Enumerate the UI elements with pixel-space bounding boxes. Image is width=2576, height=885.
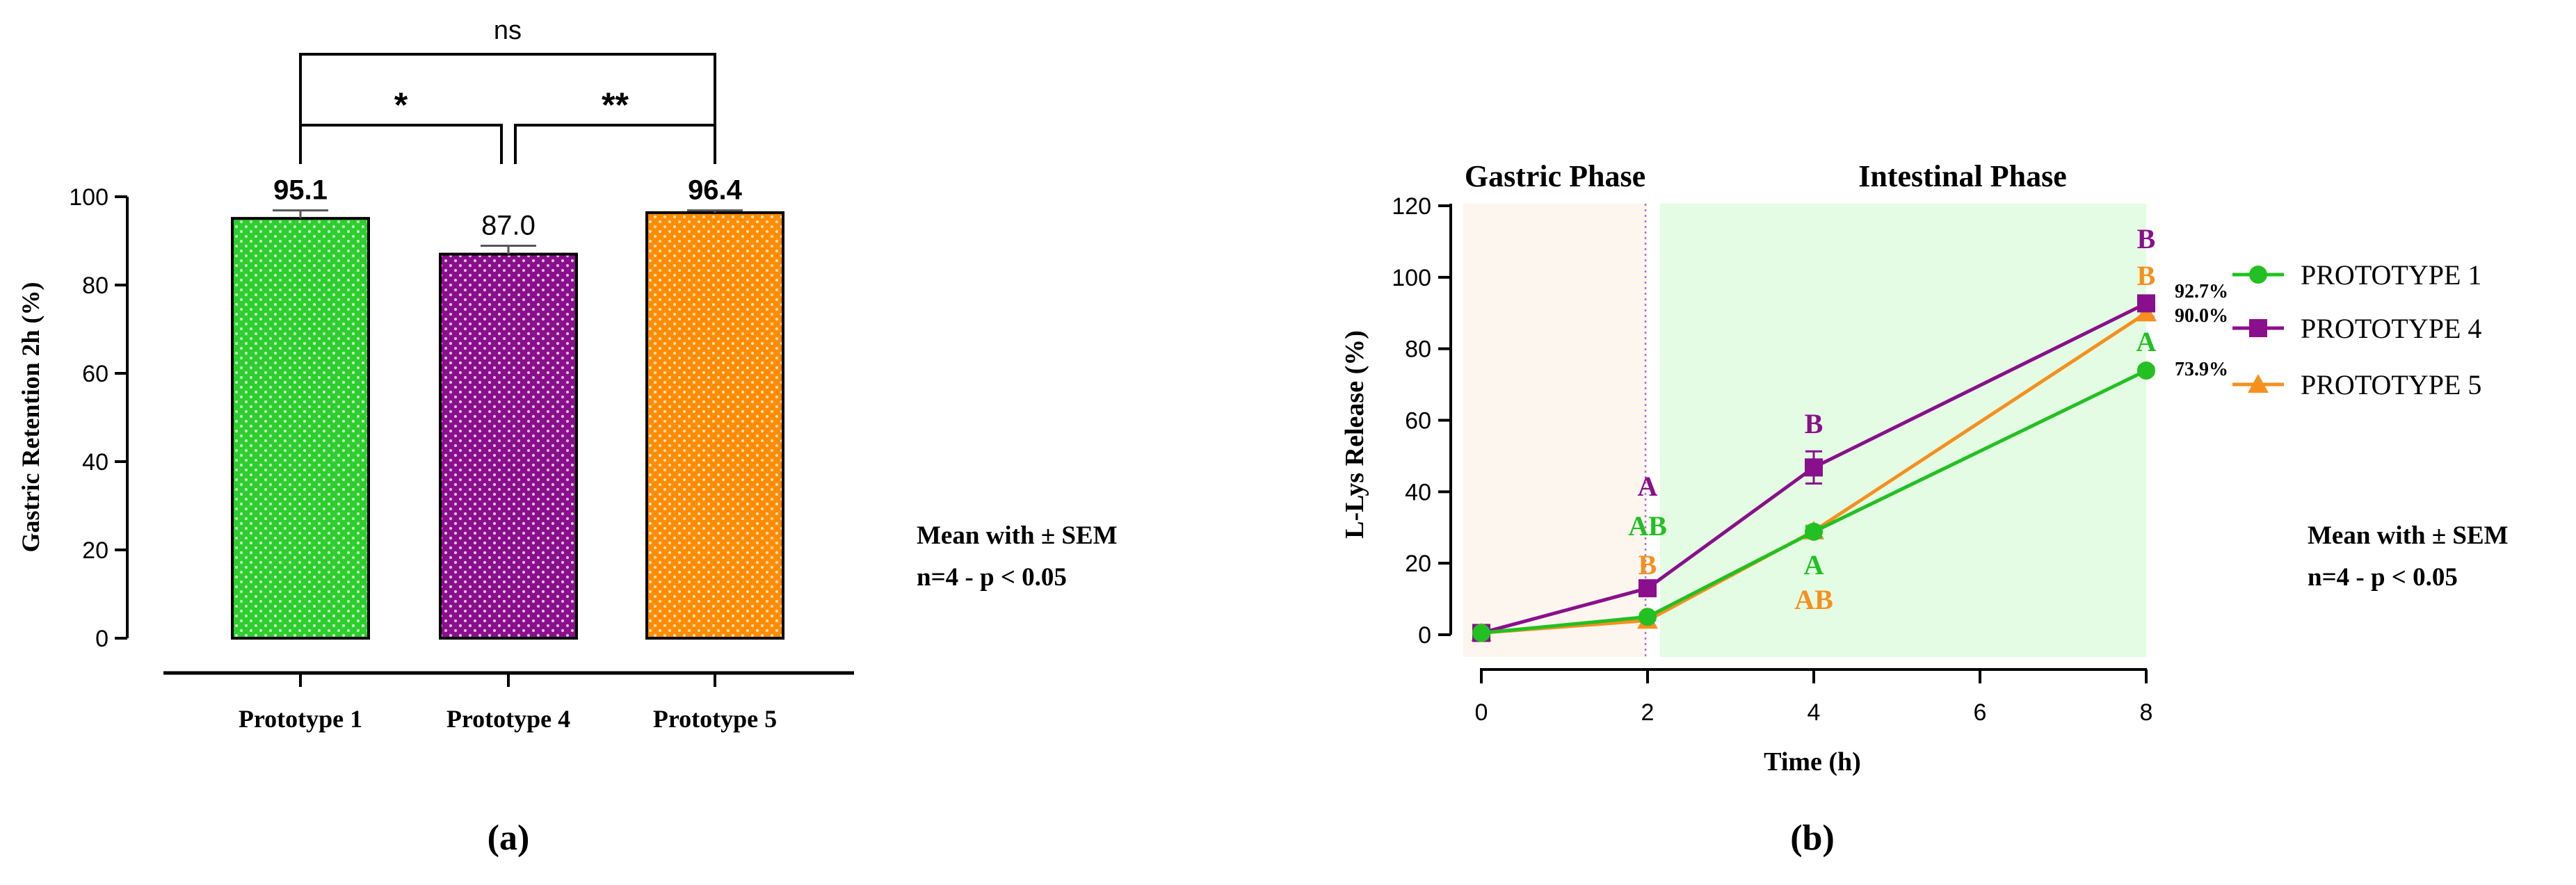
series-line (1481, 302, 2148, 635)
y-tick-label: 20 (82, 537, 108, 564)
legend-label: PROTOTYPE 5 (2301, 369, 2481, 400)
significance-label: * (394, 86, 408, 124)
bar-dot-pattern (648, 213, 782, 637)
significance-bracket (299, 124, 503, 164)
data-point (1805, 458, 1823, 477)
data-point (2137, 362, 2155, 380)
y-tick-label: 60 (82, 361, 108, 387)
series-line (1481, 368, 2148, 635)
series-prototype-1 (1472, 362, 2155, 642)
y-tick-label: 40 (1405, 479, 1431, 505)
significance-letter: A (1804, 549, 1824, 580)
x-axis-ticks: Prototype 1 Prototype 4 Prototype 5 (239, 673, 777, 733)
legend-item: PROTOTYPE 1 (2232, 259, 2481, 291)
x-tick-label: 6 (1974, 699, 1987, 726)
bar-value-label: 95.1 (273, 175, 328, 206)
gastric-phase-region (1463, 204, 1648, 657)
significance-letter: AB (1794, 584, 1833, 615)
stats-note-line-1: Mean with ± SEM (917, 521, 1118, 550)
x-axis-ticks: 0 2 4 6 8 (1475, 669, 2153, 726)
intestinal-phase-region (1659, 204, 2146, 657)
legend-item: PROTOTYPE 4 (2232, 313, 2481, 344)
significance-letter: B (2137, 260, 2156, 291)
y-tick-label: 80 (1405, 336, 1431, 363)
data-point (1805, 522, 1823, 541)
x-tick-label: Prototype 5 (653, 705, 777, 733)
end-value-label: 90.0% (2175, 305, 2228, 327)
legend: PROTOTYPE 1 PROTOTYPE 4 PROTOTYPE 5 (2232, 259, 2481, 400)
significance-letter: A (2136, 326, 2157, 357)
bar-dot-pattern (234, 220, 367, 637)
y-axis-label: Gastric Retention 2h (%) (17, 282, 45, 553)
x-axis-label: Time (h) (1764, 747, 1861, 777)
x-tick-label: 4 (1808, 699, 1821, 726)
panel-label-a: (a) (488, 818, 530, 858)
bar-dot-pattern (442, 255, 575, 637)
x-tick-label: Prototype 1 (239, 705, 362, 733)
significance-bracket (514, 124, 716, 164)
bar-value-label: 96.4 (688, 175, 743, 206)
end-value-label: 73.9% (2175, 359, 2228, 380)
significance-letter: B (1805, 408, 1824, 439)
stats-note-line-1: Mean with ± SEM (2308, 521, 2509, 550)
data-point (2137, 294, 2155, 313)
stats-note-line-2: n=4 - p < 0.05 (917, 563, 1067, 592)
significance-brackets: * **ns (299, 16, 716, 164)
phase-regions: Gastric Phase Intestinal Phase (1463, 159, 2146, 657)
y-tick-label: 80 (82, 273, 108, 299)
significance-bracket (299, 53, 716, 125)
legend-label: PROTOTYPE 1 (2301, 259, 2481, 291)
y-tick-label: 100 (1392, 265, 1431, 291)
bars: 95.1 87.0 96.4 (231, 175, 784, 640)
significance-label: ns (494, 16, 522, 45)
end-value-label: 92.7% (2175, 281, 2228, 302)
stats-note-line-2: n=4 - p < 0.05 (2308, 563, 2458, 592)
significance-label: ** (602, 86, 629, 124)
gastric-phase-region-label: Gastric Phase (1465, 159, 1645, 193)
x-tick-label: Prototype 4 (446, 705, 570, 733)
legend-marker (2249, 319, 2267, 337)
data-point (1472, 624, 1490, 642)
y-tick-label: 60 (1405, 408, 1431, 435)
y-tick-label: 0 (1418, 622, 1431, 649)
significance-letter: AB (1628, 510, 1667, 542)
data-point (1639, 579, 1657, 598)
panel-label-b: (b) (1790, 818, 1835, 858)
y-tick-label: 100 (69, 184, 108, 211)
significance-letter: B (1639, 549, 1657, 580)
y-axis-label: L-Lys Release (%) (1340, 330, 1369, 539)
legend-marker (2248, 374, 2269, 393)
significance-letter: B (2137, 223, 2156, 254)
legend-marker (2249, 266, 2267, 284)
significance-letter: A (1638, 471, 1658, 502)
y-tick-label: 120 (1392, 193, 1431, 220)
y-axis-ticks: 0 20 40 60 80 100 (69, 184, 127, 652)
y-tick-label: 20 (1405, 551, 1431, 577)
y-tick-label: 0 (95, 626, 108, 652)
intestinal-phase-region-label: Intestinal Phase (1858, 159, 2066, 193)
end-value-labels: 73.9% 92.7% 90.0% (2175, 281, 2228, 380)
x-tick-label: 8 (2140, 699, 2153, 726)
legend-item: PROTOTYPE 5 (2232, 369, 2481, 400)
series (1471, 294, 2157, 642)
bar-value-label: 87.0 (481, 210, 536, 241)
legend-label: PROTOTYPE 4 (2301, 313, 2481, 344)
line-chart-panel: Gastric Phase Intestinal Phase 0204060801… (1340, 159, 2509, 858)
data-point (1639, 608, 1657, 626)
y-tick-label: 40 (82, 449, 108, 476)
x-tick-label: 0 (1475, 699, 1488, 726)
x-tick-label: 2 (1641, 699, 1655, 726)
y-axis-ticks: 0 20 40 60 80 100 120 (1392, 193, 1451, 649)
